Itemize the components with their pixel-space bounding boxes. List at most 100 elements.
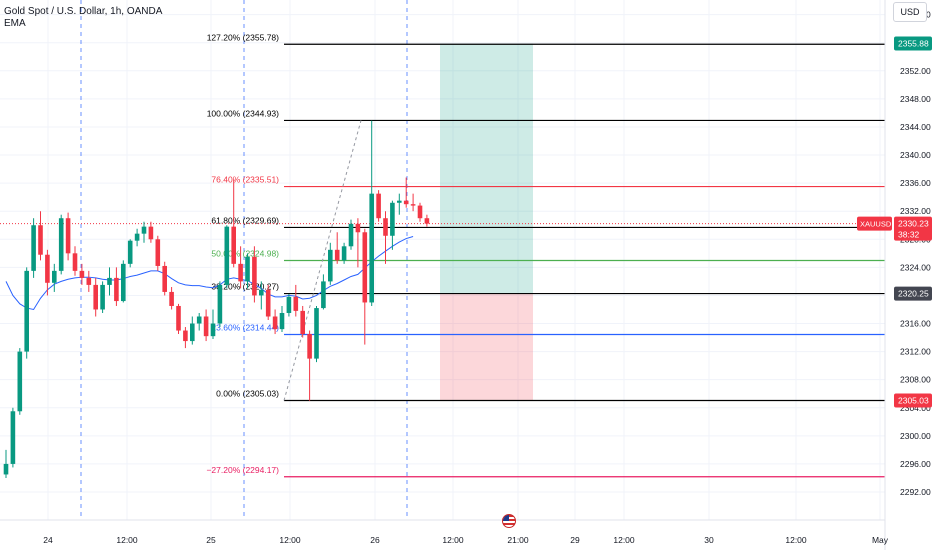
candle xyxy=(321,274,326,310)
candle xyxy=(355,218,361,268)
fib-trend-line xyxy=(283,120,362,401)
candle xyxy=(183,327,188,349)
candle xyxy=(121,260,126,303)
last-price-tag xyxy=(894,216,932,241)
countdown-label: 38:32 xyxy=(898,230,920,240)
candle-body xyxy=(72,253,78,271)
chart-legend: Gold Spot / U.S. Dollar, 1h, OANDA EMA xyxy=(4,6,162,30)
candle-body xyxy=(176,305,181,331)
candle-body xyxy=(38,225,43,255)
price-axis-tag-label: 2355.88 xyxy=(898,39,929,49)
candle xyxy=(376,190,381,222)
candle-body xyxy=(10,411,16,464)
candle-body xyxy=(279,312,285,330)
time-tick-label: 26 xyxy=(370,535,380,545)
fib-level-label: 127.20% (2355.78) xyxy=(207,32,279,42)
candle-body xyxy=(155,239,161,266)
candle xyxy=(217,281,223,328)
candle xyxy=(369,120,374,306)
candle xyxy=(286,294,292,317)
candle xyxy=(141,221,147,243)
candle-body xyxy=(341,246,347,261)
candle xyxy=(231,179,236,268)
price-axis-tag xyxy=(894,286,932,301)
candle xyxy=(314,305,319,363)
us-flag-event-icon[interactable] xyxy=(502,514,516,528)
candle-body xyxy=(169,291,174,306)
candle xyxy=(210,309,216,339)
ema-line xyxy=(5,235,414,311)
candle-body xyxy=(3,463,9,475)
candle xyxy=(38,211,43,261)
candle xyxy=(107,267,112,296)
candle-body xyxy=(190,323,195,342)
candle-body xyxy=(397,200,402,203)
candle-body xyxy=(259,289,264,296)
candle-body xyxy=(314,308,319,359)
candle xyxy=(272,309,278,335)
position-profit-zone xyxy=(440,43,533,294)
candle-body xyxy=(265,289,271,317)
candle xyxy=(190,316,195,345)
candle xyxy=(65,212,71,261)
candle xyxy=(24,267,29,359)
candle-body xyxy=(52,270,57,283)
candle xyxy=(417,202,423,222)
candle-body xyxy=(424,218,430,224)
candle-body xyxy=(196,316,202,324)
candle xyxy=(245,253,250,289)
price-tick-label: 2352.00 xyxy=(900,66,931,76)
time-tick-label: 25 xyxy=(206,535,216,545)
candle xyxy=(397,193,402,215)
candle xyxy=(265,284,271,321)
time-tick-label: 21:00 xyxy=(507,535,529,545)
candles xyxy=(3,120,430,478)
candle xyxy=(100,281,105,313)
candle-body xyxy=(328,249,333,282)
candle xyxy=(169,287,174,310)
candle-body xyxy=(58,218,64,271)
candle-body xyxy=(100,284,105,310)
time-tick-label: 12:00 xyxy=(279,535,301,545)
candle-body xyxy=(300,310,305,335)
candle xyxy=(348,219,354,250)
fib-level-label: 38.20% (2320.27) xyxy=(211,282,279,292)
candle-body xyxy=(231,226,236,264)
candle-body xyxy=(403,200,409,205)
candle-body xyxy=(410,204,416,206)
price-tick-label: 2324.00 xyxy=(900,262,931,272)
candle-body xyxy=(121,263,126,302)
candle-body xyxy=(383,218,388,236)
candle xyxy=(362,228,368,345)
indicator-label[interactable]: EMA xyxy=(4,18,26,29)
candle-body xyxy=(217,284,223,324)
candle-body xyxy=(107,277,112,285)
candle-body xyxy=(148,226,154,240)
candle-body xyxy=(93,284,98,310)
candle-body xyxy=(293,296,299,311)
candle xyxy=(403,177,409,208)
candle xyxy=(383,211,388,264)
candle-body xyxy=(17,351,23,412)
candle-body xyxy=(252,256,257,296)
candle xyxy=(79,263,85,285)
symbol-title[interactable]: Gold Spot / U.S. Dollar, 1h, OANDA xyxy=(4,6,163,17)
candle-body xyxy=(362,232,368,303)
candle xyxy=(162,261,167,296)
candle xyxy=(52,263,57,292)
candle-body xyxy=(245,256,250,282)
candle xyxy=(58,214,64,275)
candle-body xyxy=(203,316,209,337)
candle xyxy=(134,228,140,247)
candle xyxy=(341,242,347,264)
candle-body xyxy=(65,218,71,254)
candle xyxy=(86,270,92,292)
price-tick-label: 2292.00 xyxy=(900,487,931,497)
candle xyxy=(31,218,36,278)
price-axis-tag-label: 2305.03 xyxy=(898,396,929,406)
candle xyxy=(259,281,264,310)
currency-button[interactable]: USD xyxy=(893,2,927,22)
candle-body xyxy=(141,226,147,234)
candle-body xyxy=(79,270,85,278)
